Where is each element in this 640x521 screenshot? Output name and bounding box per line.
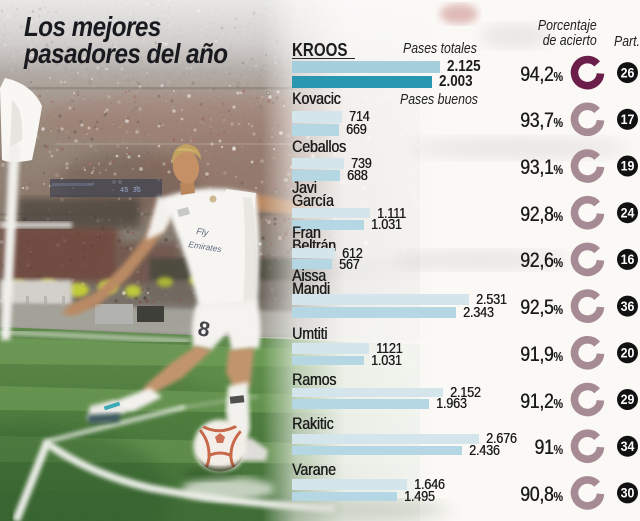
svg-text:26: 26 <box>621 65 635 81</box>
svg-text:17: 17 <box>621 112 635 128</box>
svg-text:16: 16 <box>621 252 635 268</box>
svg-text:Fly: Fly <box>196 226 210 238</box>
svg-text:8: 8 <box>196 317 212 342</box>
svg-text:29: 29 <box>621 392 635 408</box>
svg-text:24: 24 <box>621 205 636 221</box>
svg-text:34: 34 <box>621 438 636 454</box>
svg-text:45 36: 45 36 <box>120 187 141 195</box>
svg-text:30: 30 <box>621 485 635 501</box>
svg-text:36: 36 <box>621 298 635 314</box>
svg-text:20: 20 <box>621 345 635 361</box>
svg-text:19: 19 <box>621 158 635 174</box>
